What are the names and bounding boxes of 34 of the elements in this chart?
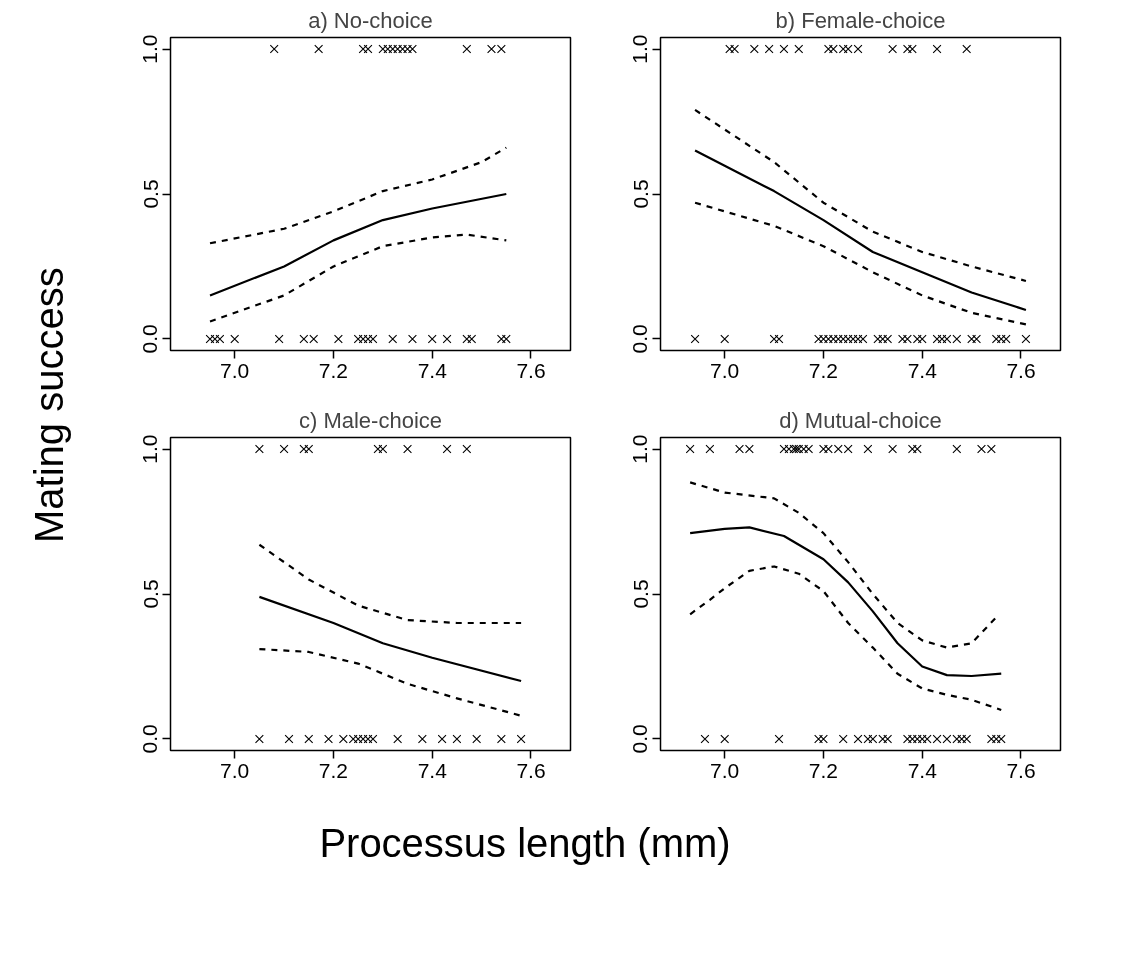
chart-title: b) Female-choice	[775, 7, 946, 33]
x-axis-title: Processus length (mm)	[319, 820, 731, 867]
y-axis-title: Mating success	[26, 267, 73, 543]
y-tick-label: 0.0	[628, 324, 652, 354]
y-tick-label: 0.5	[138, 179, 162, 209]
x-tick-label: 7.4	[907, 758, 938, 782]
x-tick-label: 7.0	[710, 358, 740, 382]
x-tick-label: 7.0	[220, 358, 250, 382]
y-tick-label: 1.0	[628, 34, 652, 64]
y-tick-label: 0.5	[628, 179, 652, 209]
y-tick-label: 1.0	[628, 434, 652, 464]
x-tick-label: 7.0	[220, 758, 250, 782]
y-tick-label: 0.0	[138, 324, 162, 354]
y-tick-label: 1.0	[138, 434, 162, 464]
x-tick-label: 7.2	[318, 758, 349, 782]
chart-title: d) Mutual-choice	[779, 407, 942, 433]
y-tick-label: 1.0	[138, 34, 162, 64]
x-tick-label: 7.6	[1006, 358, 1036, 382]
chart-title: a) No-choice	[308, 7, 433, 33]
x-tick-label: 7.6	[516, 358, 546, 382]
x-tick-label: 7.4	[417, 758, 448, 782]
chart-title: c) Male-choice	[298, 407, 443, 433]
x-tick-label: 7.2	[808, 758, 839, 782]
y-tick-label: 0.0	[628, 724, 652, 754]
y-tick-label: 0.5	[628, 579, 652, 609]
x-tick-label: 7.0	[710, 758, 740, 782]
x-tick-label: 7.2	[808, 358, 839, 382]
x-tick-label: 7.4	[907, 358, 938, 382]
y-tick-label: 0.5	[138, 579, 162, 609]
x-tick-label: 7.6	[516, 758, 546, 782]
x-tick-label: 7.6	[1006, 758, 1036, 782]
x-tick-label: 7.2	[318, 358, 349, 382]
x-tick-label: 7.4	[417, 358, 448, 382]
y-tick-label: 0.0	[138, 724, 162, 754]
